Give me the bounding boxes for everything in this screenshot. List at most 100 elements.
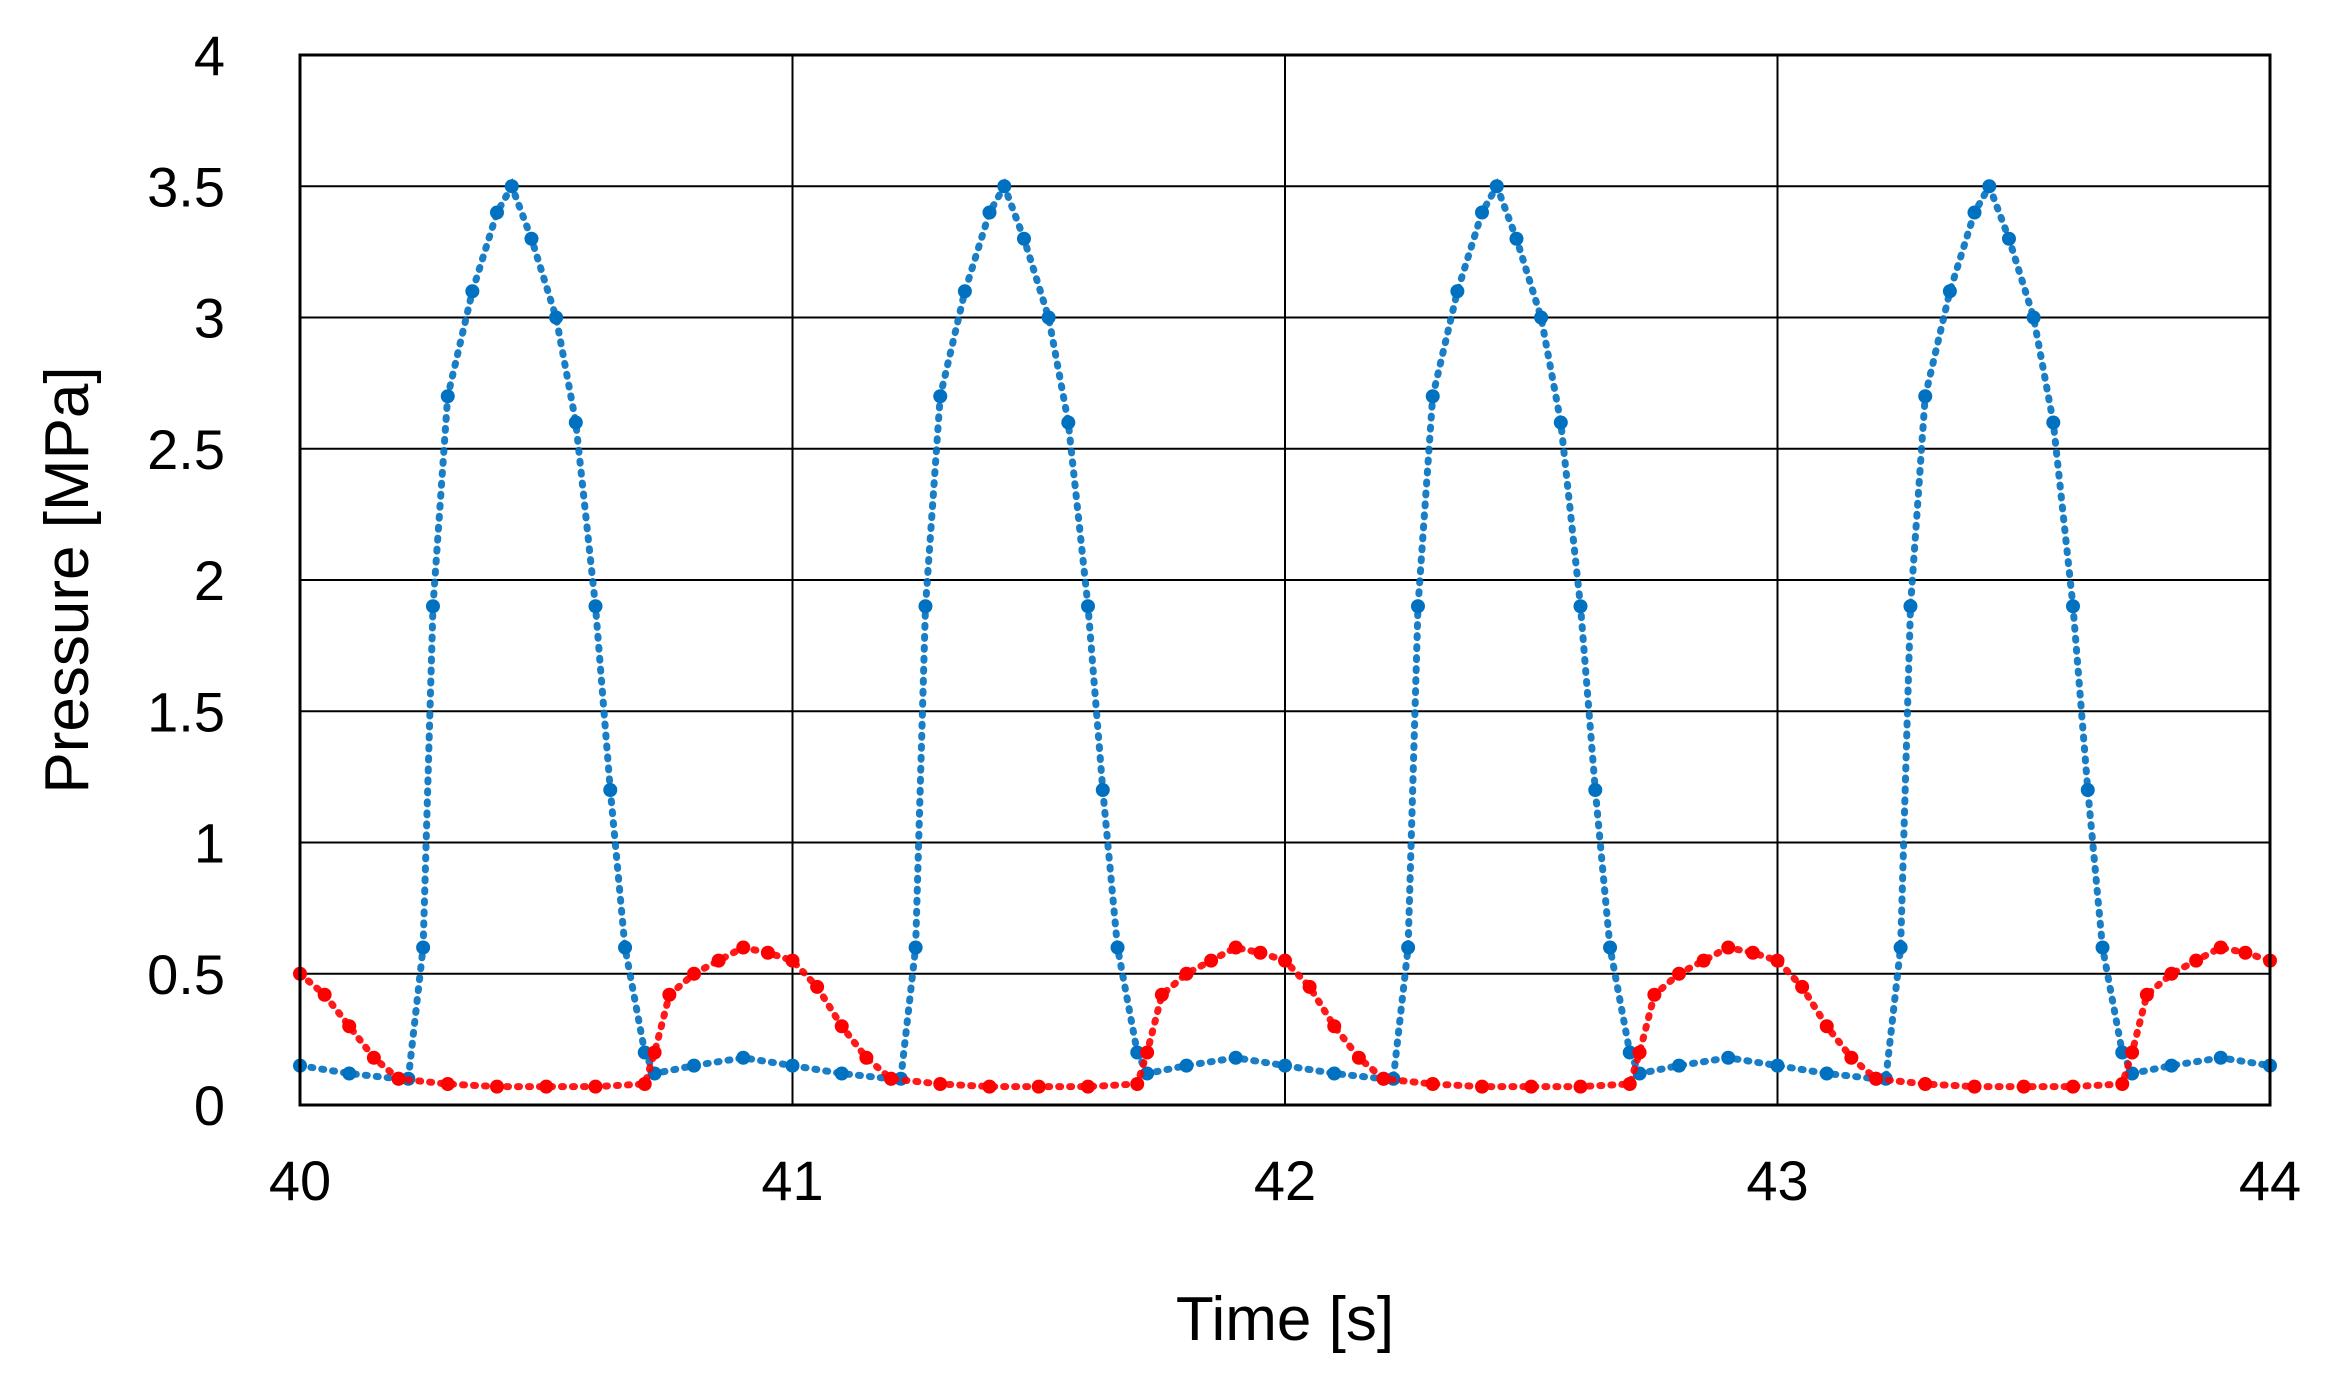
series-1-point (1869, 1071, 1883, 1086)
series-0-point (1489, 179, 1504, 194)
tick-labels: 40 41 42 43 44 0 0.5 1 1.5 2 2.5 3 3.5 4 (147, 24, 2301, 1212)
series-0-point (1982, 179, 1997, 194)
series-0-point (1903, 599, 1918, 614)
y-tick-label: 3 (194, 287, 225, 350)
series-1-point (1302, 979, 1317, 994)
series-0-point (1721, 1050, 1736, 1065)
series-1-point (1745, 945, 1760, 960)
series-1-point (1228, 940, 1243, 955)
y-tick-label: 1.5 (147, 680, 225, 743)
series-1-point (588, 1079, 603, 1094)
series-0-point (1588, 783, 1603, 797)
series-1-point (1154, 987, 1169, 1002)
series-1-point (933, 1077, 948, 1091)
series-0-point (687, 1058, 701, 1073)
x-axis-title: Time [s] (1176, 1285, 1394, 1354)
series-0-point (2115, 1045, 2130, 1060)
series-1-point (1253, 945, 1268, 960)
series-0-point (2095, 940, 2110, 955)
series-1-point (1179, 966, 1194, 981)
series-1-point (1696, 953, 1711, 968)
series-0-point (1179, 1058, 1194, 1073)
x-tick-label: 41 (761, 1149, 823, 1212)
series-0-point (1942, 284, 1957, 299)
series-1-point (1130, 1077, 1145, 1091)
series-1 (293, 940, 2277, 1094)
series-0-point (2001, 231, 2016, 246)
series-1-point (711, 953, 726, 968)
series-0-point (1819, 1066, 1834, 1081)
series-1-point (859, 1050, 874, 1065)
series-0-point (490, 205, 504, 220)
series-0-point (504, 179, 519, 194)
series-0-point (982, 205, 997, 220)
series-0-point (2046, 415, 2061, 430)
series-0-point (785, 1058, 800, 1073)
series-0-point (568, 415, 583, 430)
x-tick-label: 40 (269, 1149, 331, 1212)
y-tick-label: 4 (194, 24, 225, 87)
series-0-point (736, 1050, 751, 1065)
series-0-point (416, 940, 431, 955)
series-0-point (1140, 1066, 1155, 1081)
series-1-point (1031, 1079, 1046, 1094)
series-1-point (391, 1071, 406, 1086)
series-0-point (1278, 1058, 1292, 1073)
series-0-point (1573, 599, 1588, 614)
series-1-point (884, 1071, 898, 1086)
x-tick-label: 42 (1254, 1149, 1316, 1212)
series-0-point (1770, 1058, 1785, 1073)
series-0-point (465, 284, 480, 299)
series-1-point (637, 1077, 652, 1091)
y-axis-title: Pressure [MPa] (33, 366, 102, 793)
series-1-point (810, 979, 825, 994)
series-1-point (834, 1019, 849, 1034)
series-0-point (1327, 1066, 1342, 1081)
series-0-point (1622, 1045, 1637, 1060)
series-0-point (2066, 599, 2080, 614)
series-1-point (1140, 1045, 1155, 1060)
series-1-point (1081, 1079, 1095, 1094)
series-0-point (1130, 1045, 1145, 1060)
series-0-point (1425, 389, 1440, 404)
series-1-point (1425, 1077, 1440, 1091)
series-1-point (647, 1045, 662, 1060)
y-tick-label: 2.5 (147, 418, 225, 481)
series-1-point (1475, 1079, 1489, 1094)
series-1-point (1278, 953, 1292, 968)
series-1-point (2125, 1045, 2140, 1060)
series-0-point (908, 940, 923, 955)
series-0-point (933, 389, 948, 404)
series-0-point (342, 1066, 357, 1081)
series-1-point (1672, 966, 1686, 981)
series-1-point (2164, 966, 2179, 981)
series-1-point (1795, 979, 1810, 994)
series-1-point (760, 945, 775, 960)
series-1-point (1351, 1050, 1366, 1065)
series-1-point (1918, 1077, 1933, 1091)
series-0-point (588, 599, 603, 614)
series-0-point (1016, 231, 1031, 246)
series-0-point (1061, 415, 1076, 430)
series-0-point (1534, 310, 1549, 325)
series-1-point (490, 1079, 504, 1094)
series-0-point (1672, 1058, 1686, 1073)
series-0-point (1475, 205, 1489, 220)
series-1-point (2066, 1079, 2080, 1094)
y-tick-label: 0.5 (147, 943, 225, 1006)
series-0-point (425, 599, 440, 614)
series-1-point (1632, 1045, 1647, 1060)
series-1-point (736, 940, 751, 955)
x-tick-label: 43 (1746, 1149, 1808, 1212)
series-0-point (440, 389, 455, 404)
series-1-point (1647, 987, 1662, 1002)
series-1-point (1204, 953, 1219, 968)
series-1-point (342, 1019, 357, 1034)
series-0-point (1401, 940, 1416, 955)
series-0-point (618, 940, 633, 955)
series-1-point (2213, 940, 2228, 955)
series-1-point (1844, 1050, 1859, 1065)
series-0-point (1893, 940, 1908, 955)
series-1-point (785, 953, 800, 968)
